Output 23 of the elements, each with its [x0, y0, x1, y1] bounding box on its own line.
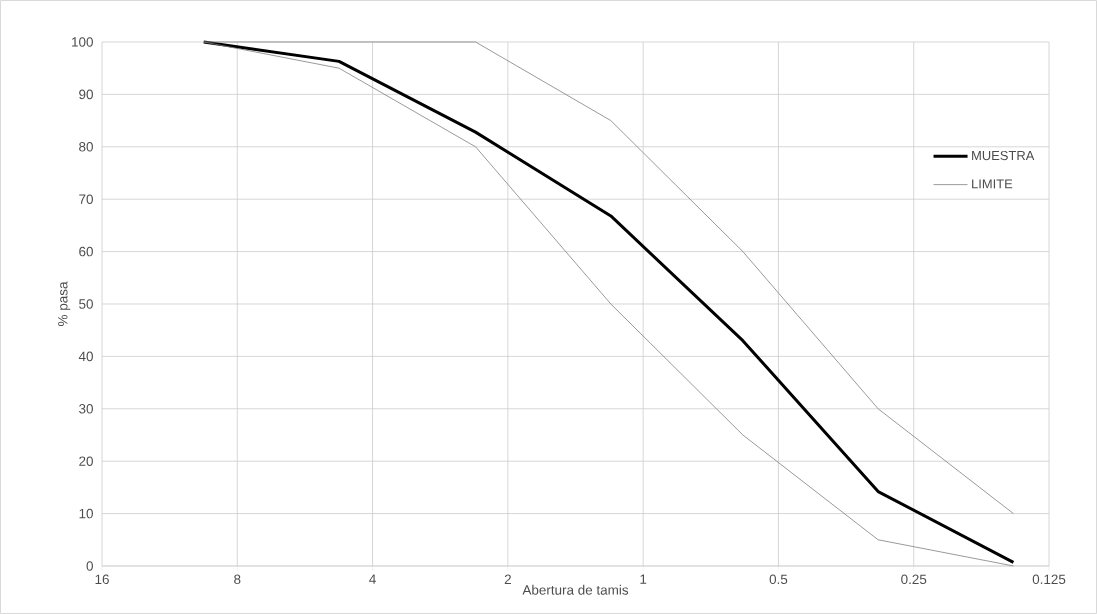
x-tick-label: 0.25 — [901, 574, 927, 585]
y-tick-label: 10 — [79, 508, 93, 519]
x-tick-label: 0.125 — [1032, 574, 1066, 585]
y-tick-label: 100 — [72, 37, 93, 47]
x-tick-label: 8 — [234, 574, 241, 585]
legend-label: MUESTRA — [972, 150, 1035, 161]
x-tick-label: 2 — [504, 574, 511, 584]
y-tick-label: 60 — [79, 246, 93, 257]
y-tick-label: 50 — [79, 299, 93, 309]
y-tick-label: 0 — [86, 561, 93, 571]
y-axis-title: % pasa — [58, 281, 71, 326]
x-tick-label: 1 — [640, 574, 647, 584]
y-tick-label: 70 — [79, 194, 93, 204]
y-tick-label: 40 — [78, 351, 93, 362]
y-tick-label: 30 — [79, 404, 93, 414]
x-tick-label: 4 — [369, 574, 376, 584]
y-tick-label: 80 — [79, 142, 93, 152]
x-tick-label: 0.5 — [769, 574, 788, 585]
y-tick-label: 20 — [79, 456, 93, 466]
x-axis-title: Abertura de tamis — [522, 584, 629, 595]
legend-label: LIMITE — [972, 179, 1013, 189]
x-tick-label: 16 — [95, 574, 109, 585]
y-tick-label: 90 — [79, 89, 93, 100]
